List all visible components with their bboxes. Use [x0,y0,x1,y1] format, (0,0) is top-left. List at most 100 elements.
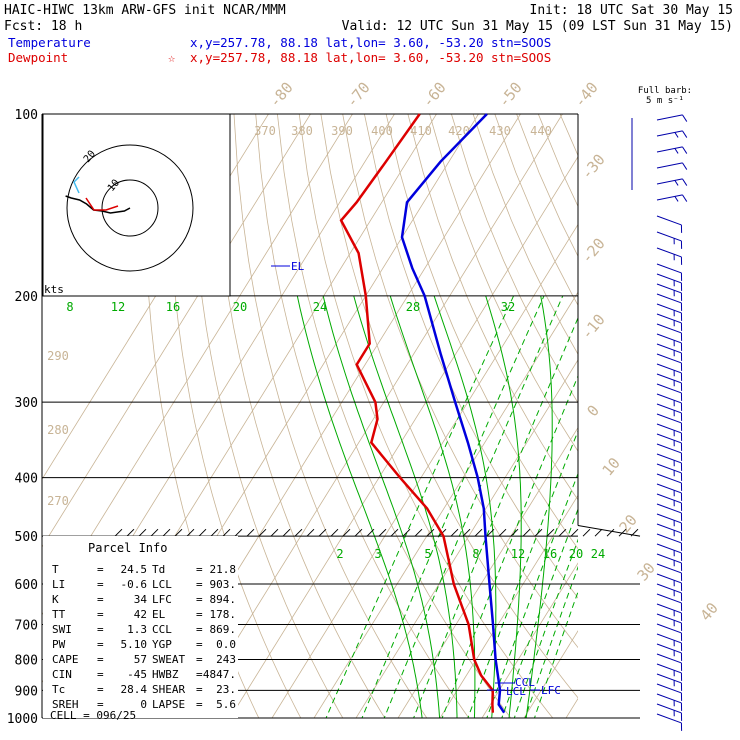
hatch-mark [498,528,507,537]
isotherm--10 [355,359,578,718]
parcel-key-sreh: SREH [52,698,79,711]
parcel-value-hwbz: 4847. [203,668,236,681]
pressure-label-300: 300 [15,396,38,411]
wind-barb [656,423,683,441]
parcel-value-sweat: 243 [216,653,236,666]
legend-temperature-info: x,y=257.78, 88.18 lat,lon= 3.60, -53.20 … [190,35,551,50]
mixing-top-label-20: 20 [233,300,247,314]
hatch-mark [186,528,195,537]
mixing-top-label-32: 32 [501,300,515,314]
wind-barb [656,513,683,531]
dry-adiabat-310 [298,114,554,718]
dry-adiabat-380 [451,114,578,404]
header-forecast: Fcst: 18 h [4,19,82,34]
wind-barb [656,593,683,611]
pressure-label-600: 600 [15,578,38,593]
theta-label-380: 380 [291,124,313,138]
parcel-equals: = [196,608,203,621]
pressure-label-200: 200 [15,290,38,305]
parcel-value-tc: 28.4 [121,683,148,696]
moist-adiabat-20 [389,295,476,718]
parcel-cell: CELL = 096/25 [50,709,136,722]
wind-barb [656,293,683,311]
wind-barb [656,178,688,186]
temperature-label-30: 30 [633,559,658,584]
isotherm-10 [439,494,578,718]
parcel-value-t: 24.5 [121,563,148,576]
isotherm-20 [481,562,578,718]
hatch-mark [582,528,591,537]
hatch-mark [174,528,183,537]
hatch-mark [138,528,147,537]
wind-barb [656,543,683,561]
wind-barb [656,383,683,401]
moist-adiabat-12 [322,295,441,718]
parcel-key-t: T [52,563,59,576]
parcel-equals: = [196,623,203,636]
wind-barb [656,283,683,301]
parcel-equals: = [97,593,104,606]
mixing-top-label-12: 12 [111,300,125,314]
isotherm--50 [187,114,563,718]
wind-barb [656,693,683,711]
wind-barb [656,303,683,321]
parcel-value-lfc: 894. [210,593,237,606]
parcel-key-lfc: LFC [152,593,172,606]
pressure-label-800: 800 [15,653,38,668]
isotherm--20 [313,291,578,718]
hatch-mark [342,528,351,537]
hatch-mark [402,528,411,537]
hatch-mark [462,528,471,537]
wind-barb [656,443,683,461]
hatch-mark [510,528,519,537]
mixing-ratio-1 [325,295,515,718]
lcl-lfc-annotation: LCL LFC [487,684,561,698]
theta-label-280: 280 [47,423,69,437]
hatch-mark [222,528,231,537]
el-annotation: EL [271,260,305,273]
wind-barb [656,573,683,591]
isotherm-0 [397,426,578,718]
header-title: HAIC-HIWC 13km ARW-GFS init NCAR/MMM [4,3,286,18]
header-valid: Valid: 12 UTC Sun 31 May 15 (09 LST Sun … [342,19,733,34]
isotherm--110 [42,114,311,548]
dry-adiabat-430 [559,114,578,157]
parcel-key-pw: PW [52,638,66,651]
isotherm--40 [229,155,578,718]
parcel-equals: = [196,698,203,711]
hatch-mark [294,528,303,537]
parcel-key-k: K [52,593,59,606]
theta-label-430: 430 [489,124,511,138]
pressure-label-700: 700 [15,618,38,633]
pressure-axis-labels: 100 200 300 400 500 600 700 800 900 1000 [7,108,38,727]
lcl-label: LCL [506,685,526,698]
parcel-value-pw: 5.10 [121,638,148,651]
parcel-key-li: LI [52,578,65,591]
pressure-label-1000: 1000 [7,712,38,727]
hatch-mark [414,528,423,537]
hatch-mark [630,528,639,537]
hatch-mark [426,528,435,537]
temperature-label--20: -20 [578,235,609,267]
mixing-top-label-16: 16 [166,300,180,314]
parcel-equals: = [196,683,203,696]
dry-adiabat-460 [625,114,740,731]
temperature-label--30: -30 [578,151,609,183]
wind-barb [656,373,683,391]
wind-barb [656,673,683,691]
hatch-mark [210,528,219,537]
isotherm--30 [271,223,578,718]
hatch-mark [390,528,399,537]
el-label: EL [291,260,305,273]
wind-barbs [631,114,688,731]
parcel-value-k: 34 [134,593,148,606]
dry-adiabat-370 [429,114,578,452]
wind-barb [656,553,683,571]
dry-adiabat-300 [277,114,512,718]
hodograph-inset: 10 20 kts [42,113,231,297]
parcel-key-cin: CIN [52,668,72,681]
theta-label-440: 440 [530,124,552,138]
parcel-value-cape: 57 [134,653,147,666]
parcel-value-shear: 23. [216,683,236,696]
